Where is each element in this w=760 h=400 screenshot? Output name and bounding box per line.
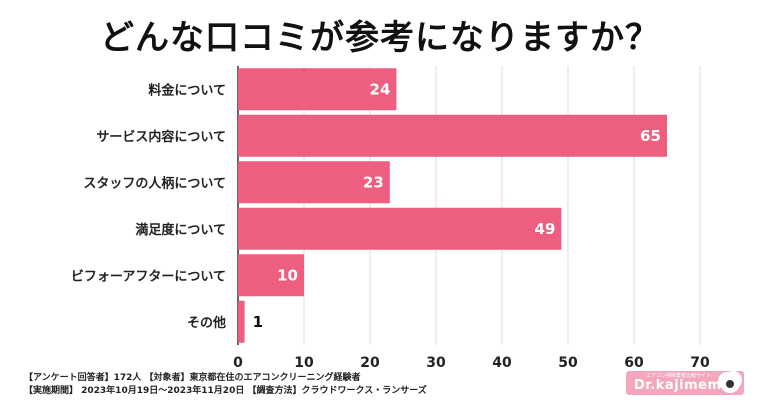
bar	[238, 68, 397, 111]
x-tick-label: 60	[624, 355, 644, 371]
x-tick-label: 30	[426, 355, 446, 371]
sheep-icon	[720, 373, 740, 393]
grid-lines	[237, 66, 701, 345]
logo-subtitle: エアコン掃除業者比較サイト	[646, 373, 712, 379]
footer-line-1: 【アンケート回答者】172人 【対象者】東京都在住のエアコンクリーニング経験者	[24, 373, 361, 383]
survey-footer: 【アンケート回答者】172人 【対象者】東京都在住のエアコンクリーニング経験者 …	[24, 372, 427, 398]
footer-line-2: 【実施期間】 2023年10月19日～2023年11月20日 【調査方法】クラウ…	[24, 386, 427, 396]
x-tick-label: 50	[558, 355, 578, 371]
value-label: 10	[277, 266, 298, 284]
value-label: 24	[370, 80, 391, 98]
category-label: サービス内容について	[96, 129, 226, 145]
x-tick-label: 40	[492, 355, 512, 371]
value-label: 49	[535, 220, 556, 238]
category-labels: 料金についてサービス内容についてスタッフの人柄について満足度についてビフォーアフ…	[71, 82, 226, 331]
x-tick-label: 10	[294, 355, 314, 371]
x-tick-label: 70	[690, 355, 710, 371]
category-label: 料金について	[148, 82, 226, 98]
category-label: スタッフの人柄について	[83, 175, 226, 191]
value-label: 23	[363, 173, 384, 191]
logo-text: Dr.kajimemo	[634, 378, 731, 393]
category-label: 満足度について	[135, 222, 226, 238]
category-label: その他	[187, 315, 226, 331]
value-label: 65	[640, 127, 661, 145]
x-axis-ticks: 0 10 20 30 40 50 60 70	[233, 355, 710, 371]
bar	[238, 207, 562, 250]
x-tick-label: 20	[360, 355, 380, 371]
bar	[238, 114, 667, 157]
x-tick-label: 0	[233, 355, 243, 371]
bars: 24 65 23 49 10 1	[238, 68, 667, 343]
bar	[238, 161, 390, 204]
bar	[238, 300, 245, 343]
site-logo: エアコン掃除業者比較サイト Dr.kajimemo	[626, 371, 744, 395]
value-label: 1	[253, 313, 263, 331]
page-title: どんな口コミが参考になりますか？	[100, 18, 660, 58]
category-label: ビフォーアフターについて	[71, 268, 226, 284]
bar	[238, 254, 304, 297]
